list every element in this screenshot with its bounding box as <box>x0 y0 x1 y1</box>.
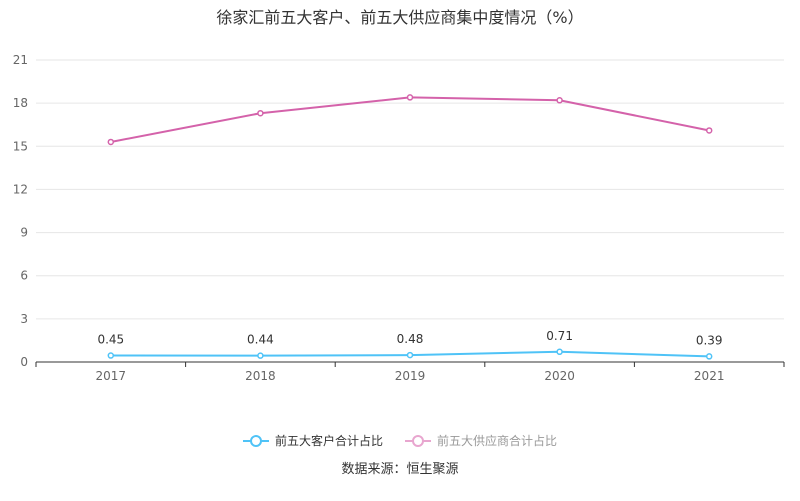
y-tick-label: 0 <box>20 355 28 369</box>
data-label: 0.39 <box>696 333 723 347</box>
legend-label-suppliers: 前五大供应商合计占比 <box>437 434 558 448</box>
data-point-customers <box>556 348 563 356</box>
data-point-customers <box>406 351 414 359</box>
x-tick-label: 2017 <box>96 369 127 383</box>
y-tick-label: 15 <box>13 139 28 153</box>
data-point-suppliers <box>107 138 115 146</box>
data-point-customers <box>257 352 264 359</box>
data-label: 0.44 <box>247 333 274 347</box>
y-tick-label: 12 <box>13 182 28 196</box>
y-tick-label: 3 <box>20 312 28 326</box>
legend-item-suppliers[interactable]: 前五大供应商合计占比 <box>405 432 557 449</box>
data-point-customers <box>107 352 115 359</box>
y-tick-label: 9 <box>20 226 28 240</box>
data-label: 0.45 <box>97 333 124 347</box>
data-point-suppliers <box>556 97 563 104</box>
legend-item-customers[interactable]: 前五大客户合计占比 <box>242 432 383 449</box>
data-source: 数据来源：恒生聚源 <box>341 462 459 477</box>
data-point-suppliers <box>257 109 264 117</box>
y-tick-label: 6 <box>20 269 28 283</box>
data-label: 0.48 <box>397 332 424 346</box>
x-tick-label: 2020 <box>544 369 575 383</box>
legend-marker-customers-icon <box>242 434 269 447</box>
x-tick-label: 2019 <box>395 369 426 383</box>
x-tick-label: 2021 <box>694 369 725 383</box>
x-tick-label: 2018 <box>245 369 276 383</box>
series-line-suppliers <box>110 96 710 143</box>
chart-title: 徐家汇前五大客户、前五大供应商集中度情况（%） <box>216 8 584 27</box>
y-tick-label: 21 <box>13 53 28 67</box>
data-point-suppliers <box>406 94 414 101</box>
y-tick-label: 18 <box>13 96 28 110</box>
data-point-suppliers <box>705 127 713 134</box>
chart-legend: 前五大客户合计占比 前五大供应商合计占比 <box>0 432 800 449</box>
legend-marker-suppliers-icon <box>405 434 431 447</box>
legend-label-customers: 前五大客户合计占比 <box>274 434 383 448</box>
data-label: 0.71 <box>546 329 573 343</box>
data-point-customers <box>705 353 713 360</box>
